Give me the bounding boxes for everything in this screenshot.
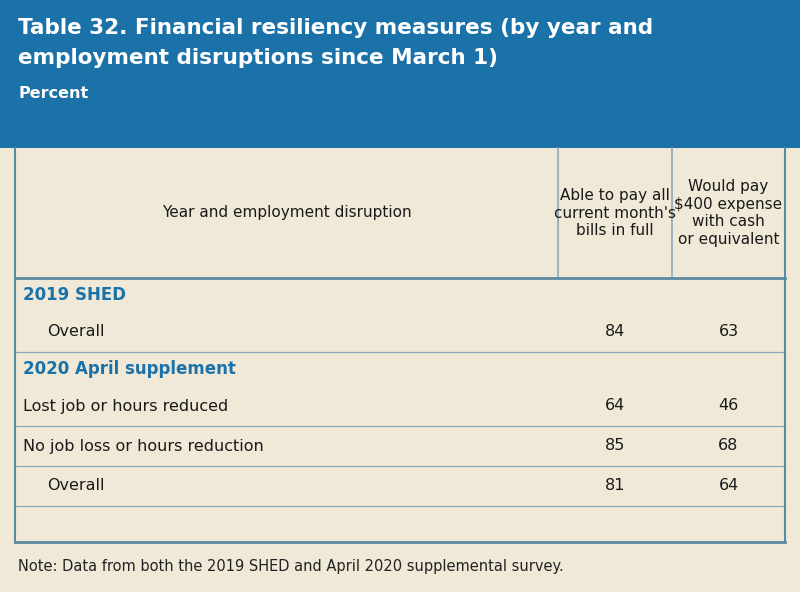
Text: 63: 63 [718,324,738,339]
Text: 2019 SHED: 2019 SHED [23,286,126,304]
Bar [0,148,800,542]
Text: Percent: Percent [18,86,88,101]
Text: 64: 64 [718,478,738,494]
Text: Table 32. Financial resiliency measures (by year and: Table 32. Financial resiliency measures … [18,18,653,38]
Text: Overall: Overall [47,478,105,494]
Text: Able to pay all
current month's
bills in full: Able to pay all current month's bills in… [554,188,676,238]
Text: Overall: Overall [47,324,105,339]
Text: Year and employment disruption: Year and employment disruption [162,205,411,220]
Text: 2020 April supplement: 2020 April supplement [23,360,236,378]
Text: 46: 46 [718,398,738,413]
Text: 84: 84 [605,324,625,339]
Text: Would pay
$400 expense
with cash
or equivalent: Would pay $400 expense with cash or equi… [674,179,782,247]
Text: 85: 85 [605,439,625,453]
Text: Note: Data from both the 2019 SHED and April 2020 supplemental survey.: Note: Data from both the 2019 SHED and A… [18,559,564,574]
Text: No job loss or hours reduction: No job loss or hours reduction [23,439,264,453]
Text: employment disruptions since March 1): employment disruptions since March 1) [18,48,498,68]
Bar [0,0,800,148]
Text: 81: 81 [605,478,626,494]
Text: Lost job or hours reduced: Lost job or hours reduced [23,398,228,413]
Text: 64: 64 [605,398,625,413]
Text: 68: 68 [718,439,738,453]
